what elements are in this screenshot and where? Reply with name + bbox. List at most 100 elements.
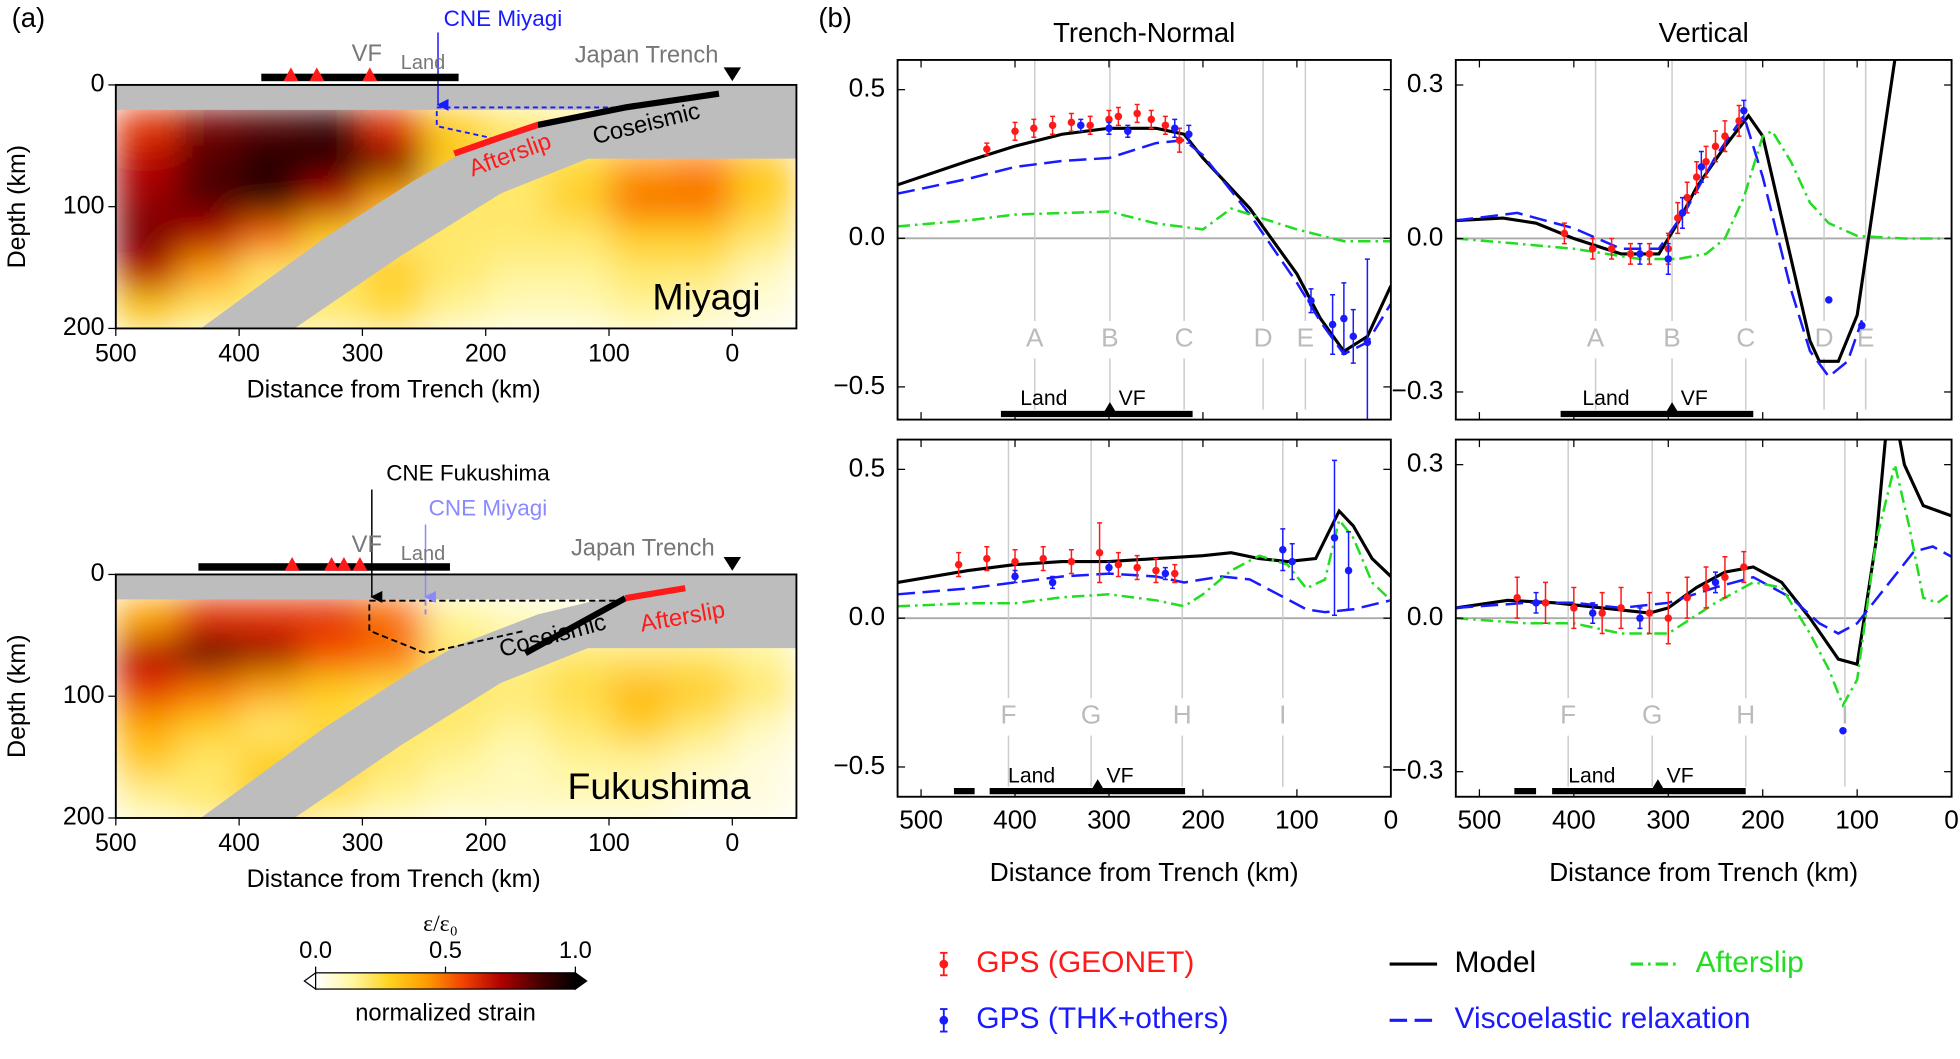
strain-cell [239,182,302,220]
vf-label: VF [1119,387,1146,410]
strain-cell [239,218,302,257]
y-tick-label: 0.5 [849,73,885,103]
gps-point [1570,604,1578,612]
series-line [897,508,1391,584]
y-tick-label: 0 [91,559,105,587]
gps-point [1349,332,1358,341]
strain-cell [362,145,425,183]
gps-point [1702,583,1710,592]
legend-symbol [939,1015,949,1025]
colorbar-title: ε/ε₀ [423,911,458,937]
strain-cell [362,598,425,636]
strain-cell [300,671,364,710]
land-bar [989,788,1186,795]
cne-label: CNE Fukushima [386,460,550,485]
gps-point [1340,314,1348,323]
strain-cell [609,218,672,257]
vf-marker [1664,402,1680,415]
y-tick-label: 0.0 [1407,601,1443,631]
y-tick-label: 0.0 [849,601,885,631]
gps-point [1683,193,1691,202]
land-bar [1000,410,1193,418]
strain-cell [732,671,795,710]
strain-cell [177,145,240,183]
gps-point [1541,599,1550,607]
strain-cell [177,598,240,636]
chart-title: Vertical [1659,17,1749,48]
legend-label: Afterslip [1696,946,1804,979]
volcano [324,556,340,571]
strain-cell [239,109,302,147]
profile-label: F [1000,700,1016,730]
strain-cell [609,182,672,220]
x-tick-label: 500 [899,805,943,835]
slab [115,574,797,818]
series-line [1455,112,1864,379]
profile-label: H [1173,700,1192,730]
profile-label: C [1175,323,1194,353]
colorbar-under [303,971,317,991]
gps-point [1711,142,1720,151]
x-tick-label: 400 [1552,805,1596,835]
strain-cell [609,708,672,746]
gps-point [1735,117,1743,125]
frame [896,59,1392,421]
gps-point [1330,534,1339,542]
panel-label: (b) [818,2,852,33]
x-tick-label: 100 [588,339,630,367]
x-tick-label: 200 [1741,805,1785,835]
plot-area [897,459,1391,616]
strain-cell [609,671,672,710]
x-tick-label: 400 [218,339,260,367]
gps-point [1673,214,1682,222]
trench-label: Japan Trench [575,42,719,68]
gps-point [1839,726,1847,735]
y-tick-label: −0.5 [833,370,885,400]
land-label: Land [401,543,445,565]
strain-cell [732,255,795,293]
colorbar-tick-label: 0.5 [429,938,462,964]
strain-cell [424,598,487,636]
gps-point [1721,132,1729,140]
x-axis-label: Distance from Trench (km) [990,857,1299,887]
strain-cell [362,635,425,673]
profile-label: E [1297,323,1314,353]
gps-point [1560,229,1569,238]
gps-point [1048,121,1057,130]
cne-label: CNE Miyagi [444,6,563,31]
strain-cell [547,182,610,220]
gps-point [1030,124,1038,133]
profile-label: A [1587,323,1605,353]
y-tick-label: 0.0 [849,221,885,251]
x-tick-label: 0 [725,339,739,367]
strain-cell [115,598,179,636]
vf-marker [1090,779,1106,792]
strain-cell [115,744,179,783]
afterslip-fault [624,585,686,602]
profile-label: A [1026,323,1044,353]
gps-point [1636,250,1644,258]
gps-point [1133,563,1141,572]
gps-point [1124,127,1132,136]
frame [1454,59,1953,421]
strain-cell [115,671,179,710]
gps-point [1664,255,1673,263]
legend-label: Model [1455,946,1537,979]
strain-cell [177,635,240,673]
y-tick-label: −0.5 [833,750,885,780]
legend-label: Viscoelastic relaxation [1455,1002,1751,1035]
gps-point [983,554,991,563]
gps-point [1711,578,1720,587]
strain-cell [609,744,672,783]
land-bar [953,788,975,795]
gps-point [1105,563,1113,572]
strain-cell [239,598,302,636]
vf-label: VF [1106,764,1133,787]
y-axis-label: Depth (km) [3,145,31,268]
gps-point [1011,127,1019,136]
series-line [1455,439,1952,667]
strain-cell [115,255,179,293]
y-tick-label: 100 [63,191,105,219]
strain-cell [424,744,487,783]
strain-cell [485,744,548,783]
